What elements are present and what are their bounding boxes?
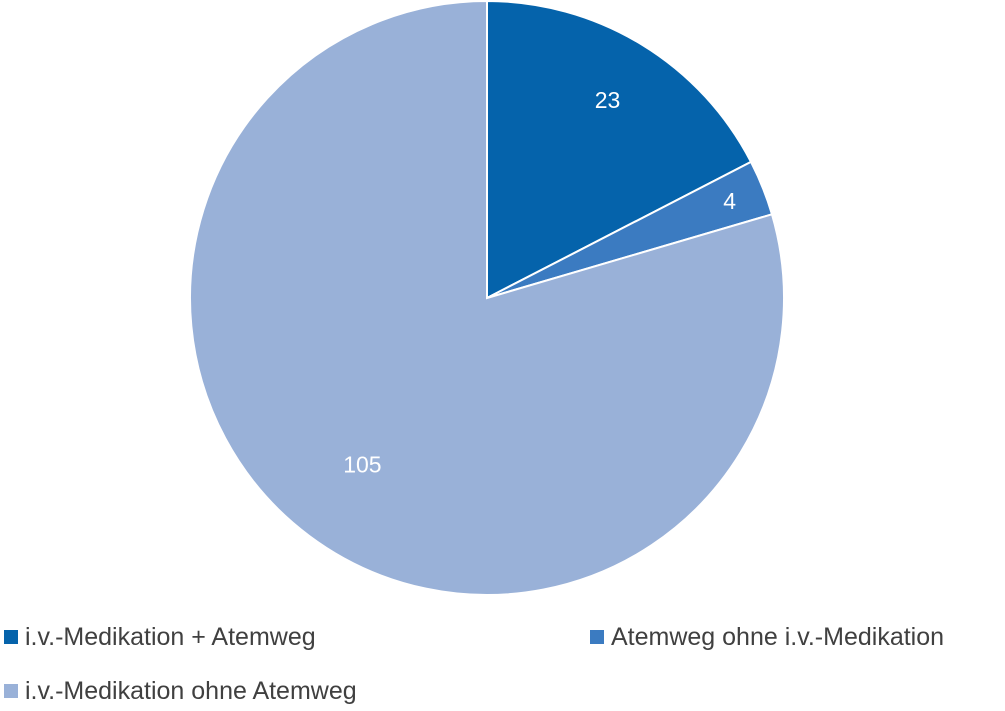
legend-swatch xyxy=(590,630,604,644)
legend-swatch xyxy=(4,630,18,644)
legend-label: i.v.-Medikation + Atemweg xyxy=(25,622,316,651)
legend-swatch xyxy=(4,684,18,698)
legend: i.v.-Medikation + Atemweg Atemweg ohne i… xyxy=(0,612,1005,710)
pie-data-labels: 23 4 105 xyxy=(343,87,736,477)
pie-slice xyxy=(486,0,753,300)
legend-item: i.v.-Medikation + Atemweg xyxy=(4,617,316,657)
pie-slices xyxy=(189,0,785,596)
pie-slice xyxy=(189,0,785,596)
slice-data-label: 105 xyxy=(343,451,381,477)
legend-item: i.v.-Medikation ohne Atemweg xyxy=(4,671,357,711)
legend-label: Atemweg ohne i.v.-Medikation xyxy=(611,622,945,651)
slice-data-label: 23 xyxy=(595,87,621,113)
legend-item: Atemweg ohne i.v.-Medikation xyxy=(590,617,944,657)
pie-chart: 23 4 105 xyxy=(189,0,785,596)
slice-data-label: 4 xyxy=(723,188,736,214)
legend-label: i.v.-Medikation ohne Atemweg xyxy=(25,676,357,705)
